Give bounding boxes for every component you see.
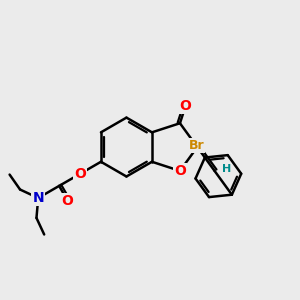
Text: O: O [174, 164, 186, 178]
Text: H: H [222, 164, 231, 173]
Text: N: N [32, 191, 44, 205]
Text: O: O [180, 99, 191, 113]
Text: O: O [74, 167, 86, 181]
Text: O: O [62, 194, 74, 208]
Text: Br: Br [188, 139, 204, 152]
